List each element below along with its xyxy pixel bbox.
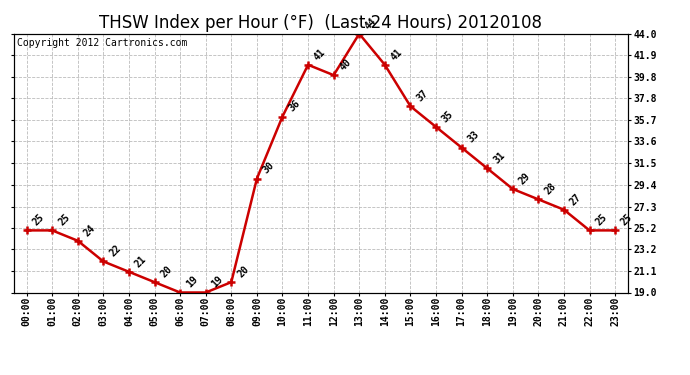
Text: 19: 19	[210, 274, 225, 290]
Text: 35: 35	[440, 109, 455, 124]
Text: 27: 27	[568, 192, 584, 207]
Text: 25: 25	[619, 212, 635, 228]
Text: 25: 25	[31, 212, 46, 228]
Title: THSW Index per Hour (°F)  (Last 24 Hours) 20120108: THSW Index per Hour (°F) (Last 24 Hours)…	[99, 14, 542, 32]
Text: 29: 29	[517, 171, 532, 186]
Text: 30: 30	[261, 160, 277, 176]
Text: 28: 28	[542, 181, 558, 196]
Text: 22: 22	[108, 243, 123, 259]
Text: 25: 25	[57, 212, 72, 228]
Text: 44: 44	[364, 16, 379, 31]
Text: 20: 20	[159, 264, 174, 279]
Text: Copyright 2012 Cartronics.com: Copyright 2012 Cartronics.com	[17, 38, 187, 48]
Text: 19: 19	[184, 274, 199, 290]
Text: 40: 40	[338, 57, 353, 72]
Text: 41: 41	[389, 46, 404, 62]
Text: 41: 41	[312, 46, 328, 62]
Text: 33: 33	[466, 129, 481, 145]
Text: 31: 31	[491, 150, 506, 165]
Text: 24: 24	[82, 223, 97, 238]
Text: 20: 20	[235, 264, 251, 279]
Text: 21: 21	[133, 254, 148, 269]
Text: 36: 36	[286, 98, 302, 114]
Text: 37: 37	[415, 88, 430, 104]
Text: 25: 25	[593, 212, 609, 228]
